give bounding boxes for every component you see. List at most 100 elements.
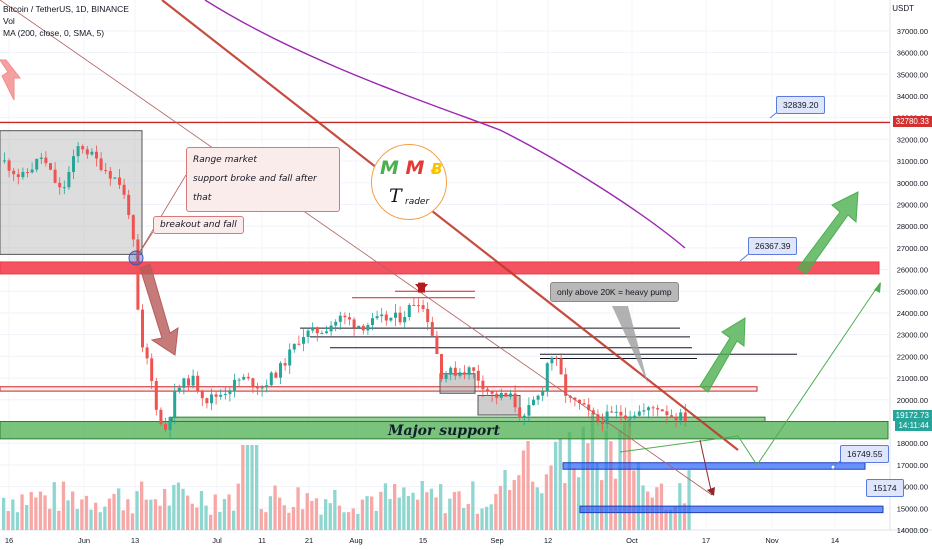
volume-bar	[195, 507, 199, 530]
volume-bar	[245, 445, 250, 530]
volume-bar	[259, 509, 263, 530]
heavy-pump-note[interactable]: only above 20K = heavy pump	[550, 282, 679, 302]
volume-bar	[126, 499, 130, 530]
breakout-note[interactable]: breakout and fall	[153, 216, 244, 234]
volume-bar	[508, 489, 512, 530]
candle-body	[182, 378, 186, 388]
volume-bar	[512, 479, 516, 530]
candle-body	[108, 171, 112, 179]
candle-body	[435, 335, 439, 355]
time-tick: 16	[5, 536, 13, 545]
candle-body	[633, 415, 637, 417]
callout-15174[interactable]: 15174	[866, 479, 904, 497]
volume-bar	[402, 487, 406, 530]
volume-bar	[328, 503, 332, 530]
volume-bar	[38, 491, 43, 530]
candle-body	[651, 407, 655, 409]
candle-body	[605, 411, 609, 424]
price-tick: 15000.00	[897, 504, 928, 513]
candle-body	[421, 305, 425, 309]
volume-bar	[549, 465, 553, 530]
price-tick: 28000.00	[897, 222, 928, 231]
candle-body	[476, 370, 480, 381]
volume-bar	[163, 488, 167, 530]
price-tick: 35000.00	[897, 70, 928, 79]
volume-bar	[425, 492, 429, 530]
currency-label: USDT	[892, 4, 914, 13]
volume-bar	[227, 494, 231, 530]
volume-bar	[296, 487, 300, 530]
candle-body	[412, 305, 416, 307]
candle-body	[582, 403, 586, 405]
candle-body	[67, 171, 71, 188]
candle-body	[251, 378, 255, 388]
volume-bar	[153, 499, 158, 530]
candle-body	[288, 349, 292, 366]
candle-body	[35, 158, 39, 170]
time-tick: 15	[419, 536, 427, 545]
candle-body	[334, 321, 338, 326]
volume-bar	[411, 492, 415, 530]
candle-body	[168, 417, 172, 430]
volume-bar	[632, 470, 636, 530]
price-tick: 16000.00	[897, 483, 928, 492]
candle-body	[265, 385, 269, 388]
candle-body	[545, 363, 549, 392]
time-tick: Sep	[490, 536, 503, 545]
candle-body	[12, 170, 16, 175]
volume-bar	[287, 512, 291, 530]
candle-body	[131, 215, 135, 240]
volume-bar	[471, 481, 475, 530]
main-downtrend-line	[161, 0, 739, 451]
candle-body	[164, 424, 167, 430]
price-tick: 25000.00	[897, 287, 928, 296]
candlesticks	[3, 141, 687, 439]
callout-16749[interactable]: 16749.55	[840, 445, 890, 463]
volume-bar	[310, 500, 314, 530]
volume-bar	[360, 499, 365, 530]
volume-bar	[6, 510, 10, 530]
logo-t: T	[389, 185, 402, 207]
candle-body	[357, 325, 361, 328]
price-tick: 36000.00	[897, 49, 928, 58]
candle-body	[246, 376, 250, 379]
volume-bar	[420, 480, 424, 530]
candle-body	[99, 158, 103, 171]
volume-bar	[351, 508, 355, 530]
volume-bar	[567, 432, 572, 530]
volume-bar	[236, 483, 240, 530]
volume-bar	[103, 506, 107, 530]
price-tick: 26000.00	[897, 266, 928, 275]
candle-body	[219, 394, 223, 397]
candle-body	[173, 390, 177, 418]
volume-bar	[503, 469, 507, 530]
time-tick: Jun	[78, 536, 90, 545]
candle-body	[279, 363, 282, 378]
volume-bar	[406, 495, 411, 530]
candle-body	[104, 170, 108, 172]
candle-body	[463, 372, 466, 375]
volume-bar	[485, 506, 489, 530]
volume-bar	[618, 429, 622, 530]
candle-body	[141, 309, 144, 348]
callout-32839[interactable]: 32839.20	[776, 96, 826, 114]
countdown-tag: 14:11:44	[895, 420, 932, 431]
time-tick: 21	[305, 536, 313, 545]
volume-bar	[158, 505, 162, 530]
price-tick: 20000.00	[897, 396, 928, 405]
volume-bar	[337, 505, 342, 530]
candle-body	[306, 330, 310, 338]
volume-bar	[130, 513, 135, 530]
candle-body	[122, 184, 126, 195]
callout-26367[interactable]: 26367.39	[748, 237, 798, 255]
candle-body	[371, 318, 374, 326]
range-market-note[interactable]: Range market support broke and fall afte…	[186, 147, 340, 212]
volume-bar	[365, 496, 369, 530]
volume-bar	[135, 491, 139, 530]
volume-bar	[117, 488, 121, 530]
volume-indicator-label: Vol	[3, 16, 15, 26]
price-tick: 31000.00	[897, 157, 928, 166]
candle-body	[361, 325, 365, 331]
volume-bar	[305, 493, 309, 530]
